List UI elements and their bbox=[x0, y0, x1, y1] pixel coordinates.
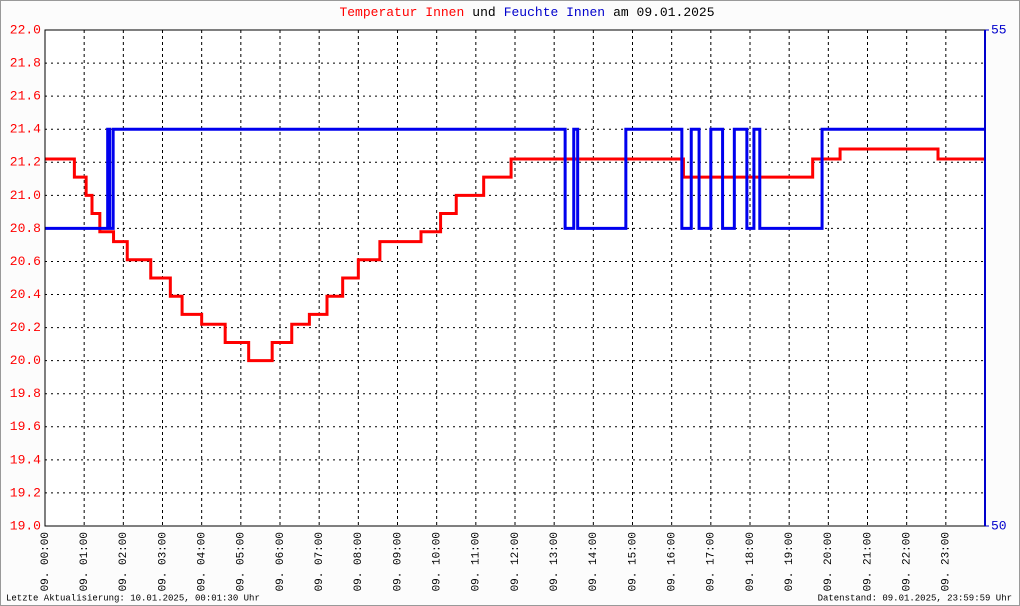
x-tick-label: 09. 11:00 bbox=[471, 532, 483, 591]
y-tick-label: 19.0 bbox=[10, 518, 41, 533]
x-tick-label: 09. 10:00 bbox=[432, 532, 444, 591]
series-line bbox=[45, 147, 985, 363]
y-tick-label: 19.8 bbox=[10, 386, 41, 401]
x-tick-label: 09. 20:00 bbox=[823, 532, 835, 591]
title-part: Temperatur Innen bbox=[339, 5, 464, 20]
footer-right: Datenstand: 09.01.2025, 23:59:59 Uhr bbox=[818, 593, 1012, 603]
x-tick-label: 09. 09:00 bbox=[392, 532, 404, 591]
y-tick-label: 21.8 bbox=[10, 56, 41, 71]
x-tick-label: 09. 04:00 bbox=[197, 532, 209, 591]
x-tick-label: 09. 02:00 bbox=[118, 532, 130, 591]
y2-tick-label: 55 bbox=[991, 22, 1007, 37]
x-tick-label: 09. 13:00 bbox=[549, 532, 561, 591]
x-tick-label: 09. 05:00 bbox=[236, 532, 248, 591]
chart-title: Temperatur Innen und Feuchte Innen am 09.01… bbox=[339, 5, 714, 20]
x-tick-label: 09. 07:00 bbox=[314, 532, 326, 591]
y2-tick-label: 50 bbox=[991, 518, 1007, 533]
y-tick-label: 21.6 bbox=[10, 89, 41, 104]
x-tick-label: 09. 21:00 bbox=[862, 532, 874, 591]
y-tick-label: 20.8 bbox=[10, 221, 41, 236]
x-tick-label: 09. 19:00 bbox=[784, 532, 796, 591]
y-tick-label: 20.6 bbox=[10, 254, 41, 269]
y-tick-label: 19.6 bbox=[10, 419, 41, 434]
y-tick-label: 20.2 bbox=[10, 320, 41, 335]
y-tick-label: 20.4 bbox=[10, 287, 41, 302]
y-tick-label: 20.0 bbox=[10, 353, 41, 368]
x-tick-label: 09. 17:00 bbox=[706, 532, 718, 591]
x-tick-label: 09. 23:00 bbox=[941, 532, 953, 591]
x-tick-label: 09. 01:00 bbox=[79, 532, 91, 591]
x-tick-label: 09. 22:00 bbox=[902, 532, 914, 591]
title-part: am 09.01.2025 bbox=[613, 5, 714, 20]
x-tick-label: 09. 08:00 bbox=[353, 532, 365, 591]
y-tick-label: 21.2 bbox=[10, 155, 41, 170]
x-tick-label: 09. 00:00 bbox=[40, 532, 52, 591]
title-part: Feuchte Innen bbox=[504, 5, 605, 20]
footer-left: Letzte Aktualisierung: 10.01.2025, 00:01… bbox=[6, 593, 260, 603]
x-tick-label: 09. 03:00 bbox=[157, 532, 169, 591]
y-tick-label: 21.0 bbox=[10, 188, 41, 203]
x-tick-label: 09. 06:00 bbox=[275, 532, 287, 591]
series-line bbox=[45, 127, 985, 230]
x-tick-label: 09. 15:00 bbox=[627, 532, 639, 591]
title-part: und bbox=[472, 5, 495, 20]
y-tick-label: 19.2 bbox=[10, 485, 41, 500]
x-tick-label: 09. 18:00 bbox=[745, 532, 757, 591]
x-tick-label: 09. 16:00 bbox=[667, 532, 679, 591]
y-tick-label: 22.0 bbox=[10, 22, 41, 37]
y-tick-label: 19.4 bbox=[10, 452, 41, 467]
y-tick-label: 21.4 bbox=[10, 122, 41, 137]
x-tick-label: 09. 14:00 bbox=[588, 532, 600, 591]
x-tick-label: 09. 12:00 bbox=[510, 532, 522, 591]
